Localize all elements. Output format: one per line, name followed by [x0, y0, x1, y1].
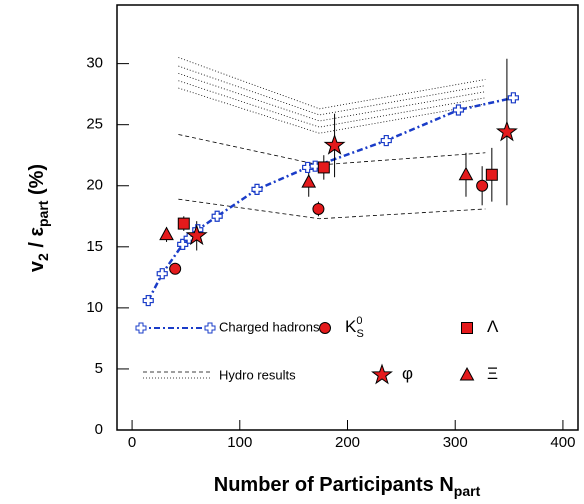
- data-point: [312, 202, 325, 215]
- legend-label: Hydro results: [219, 367, 296, 382]
- data-point: [317, 161, 330, 174]
- charged-line: [147, 96, 514, 302]
- legend-marker: [371, 363, 393, 385]
- charged-point: [380, 134, 392, 147]
- legend-name: K: [345, 317, 357, 336]
- y-axis-label: v2 / εpart (%): [26, 164, 50, 272]
- y-tick-label: 10: [86, 299, 103, 316]
- x-tick-label: 200: [335, 434, 360, 451]
- hydro-curve: [178, 80, 486, 128]
- y-tick-label: 0: [95, 421, 103, 438]
- legend-marker: [319, 322, 331, 334]
- legend-label: K0 S: [345, 315, 364, 340]
- legend-marker: [459, 366, 475, 381]
- x-axis-label: Number of Participants Npart: [214, 474, 481, 498]
- hydro-curve: [178, 65, 486, 116]
- charged-point: [142, 294, 154, 307]
- y-tick-label: 30: [86, 55, 103, 72]
- data-point: [323, 133, 346, 155]
- x-tick-label: 100: [227, 434, 252, 451]
- legend-marker: [461, 322, 473, 334]
- data-point: [177, 217, 190, 230]
- hydro-curve: [178, 57, 486, 110]
- x-tick-label: 300: [443, 434, 468, 451]
- y-tick-label: 20: [86, 177, 103, 194]
- data-point: [485, 168, 498, 181]
- x-tick-label: 400: [550, 434, 575, 451]
- legend-name: Λ: [487, 317, 499, 336]
- hydro-curve: [178, 73, 486, 122]
- data-point: [159, 226, 174, 241]
- data-point: [185, 224, 208, 246]
- legend-label: Ξ: [487, 364, 498, 383]
- charged-point: [177, 238, 189, 250]
- x-tick-label: 0: [128, 434, 136, 451]
- data-point: [495, 120, 518, 142]
- plot-frame: [116, 4, 579, 431]
- y-tick-label: 25: [86, 116, 103, 133]
- data-point: [458, 166, 474, 181]
- data-point: [301, 174, 317, 188]
- charged-point: [156, 268, 168, 280]
- hydro-curve: [178, 87, 486, 134]
- legend-label: φ: [402, 364, 413, 383]
- y-tick-label: 15: [86, 238, 103, 255]
- y-tick-label: 5: [95, 360, 103, 377]
- charged-point: [211, 210, 223, 222]
- data-point: [169, 262, 182, 275]
- legend-sup: 0: [356, 315, 362, 327]
- charged-point: [452, 104, 465, 116]
- legend-label: Charged hadrons: [219, 319, 320, 334]
- legend-swatch: [135, 322, 147, 334]
- legend-swatch: [204, 322, 216, 334]
- legend-label: Λ: [487, 317, 499, 336]
- charged-point: [309, 160, 321, 172]
- hydro-curve: [178, 134, 486, 166]
- legend-name: Ξ: [487, 364, 498, 383]
- data-point: [476, 179, 489, 192]
- charged-point: [251, 183, 263, 196]
- legend-name: φ: [402, 364, 413, 383]
- legend-sub: S: [356, 328, 363, 340]
- hydro-curve: [178, 198, 486, 220]
- charged-point: [507, 92, 519, 104]
